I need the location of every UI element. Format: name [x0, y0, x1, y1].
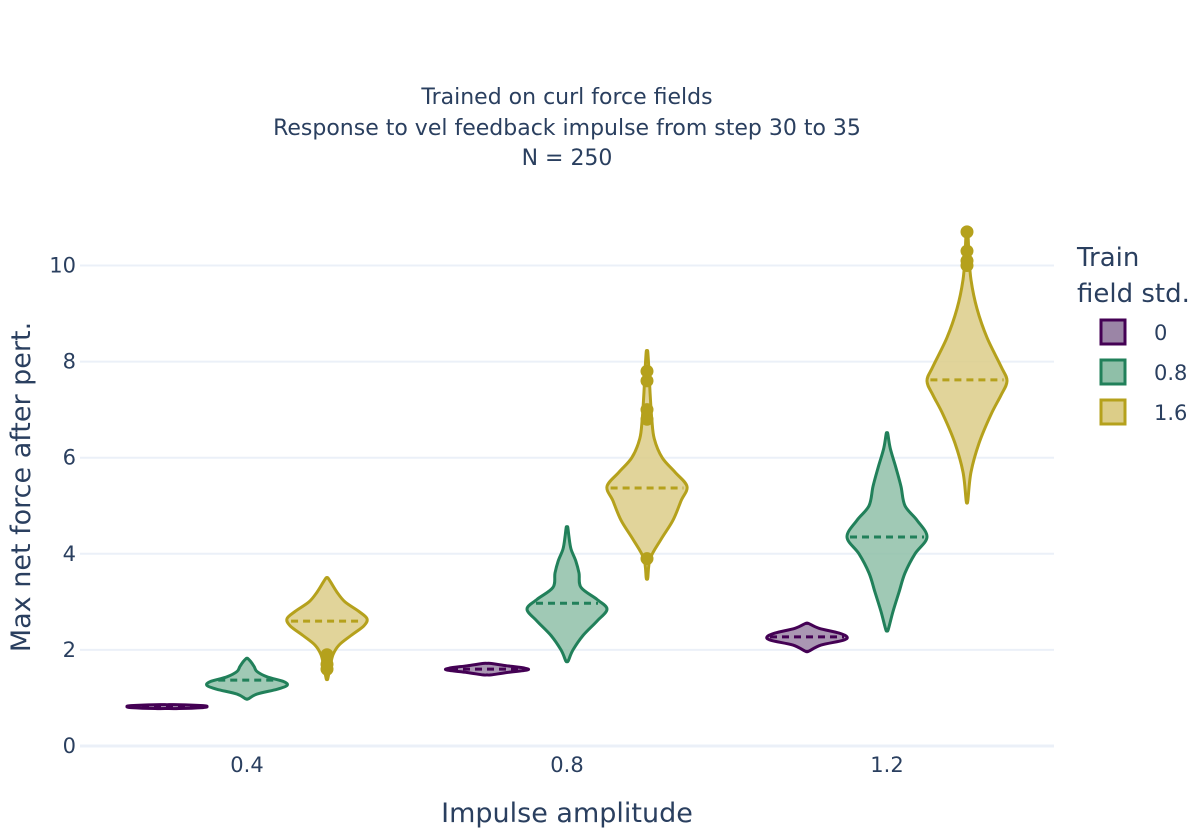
- legend-swatch[interactable]: [1099, 358, 1127, 386]
- legend: Train field std. 0 0.8 1.6: [1076, 243, 1190, 426]
- outlier-point: [640, 552, 654, 566]
- title-line-1: Trained on curl force fields: [420, 85, 712, 110]
- y-axis-title: Max net force after pert.: [6, 322, 37, 652]
- outlier-point: [640, 403, 654, 417]
- violin-body: [845, 431, 929, 633]
- x-tick-label: 1.2: [870, 753, 903, 777]
- y-tick-label: 10: [49, 254, 76, 278]
- legend-items: 0 0.8 1.6: [1099, 318, 1187, 426]
- x-tick-label: 0.8: [550, 753, 583, 777]
- y-tick-label: 2: [63, 638, 76, 662]
- outlier-point: [640, 364, 654, 378]
- violin-body: [285, 575, 369, 682]
- outlier-point: [960, 225, 974, 239]
- x-tick-label: 0.4: [230, 753, 263, 777]
- legend-label[interactable]: 0: [1154, 321, 1167, 345]
- x-axis-title: Impulse amplitude: [441, 798, 693, 829]
- violin-body: [525, 525, 609, 664]
- y-tick-label: 0: [63, 734, 76, 758]
- legend-title-line-1: Train: [1076, 243, 1139, 273]
- outlier-point: [960, 244, 974, 258]
- title-line-2: Response to vel feedback impulse from st…: [273, 116, 861, 141]
- outlier-point: [320, 648, 334, 662]
- legend-label[interactable]: 1.6: [1154, 401, 1187, 425]
- x-tick-labels: 0.4 0.8 1.2: [230, 753, 903, 777]
- y-tick-label: 6: [63, 446, 76, 470]
- title-line-3: N = 250: [522, 146, 613, 171]
- legend-swatch[interactable]: [1099, 398, 1127, 426]
- violin-body: [605, 349, 689, 581]
- legend-title-line-2: field std.: [1077, 279, 1190, 309]
- y-gridlines: [80, 264, 1054, 748]
- violins: [125, 225, 1009, 711]
- y-tick-label: 4: [63, 542, 76, 566]
- y-tick-label: 8: [63, 350, 76, 374]
- chart-title: Trained on curl force fields Response to…: [273, 85, 861, 171]
- legend-label[interactable]: 0.8: [1154, 361, 1187, 385]
- y-tick-labels: 0 2 4 6 8 10: [49, 254, 76, 759]
- legend-swatch[interactable]: [1099, 318, 1127, 346]
